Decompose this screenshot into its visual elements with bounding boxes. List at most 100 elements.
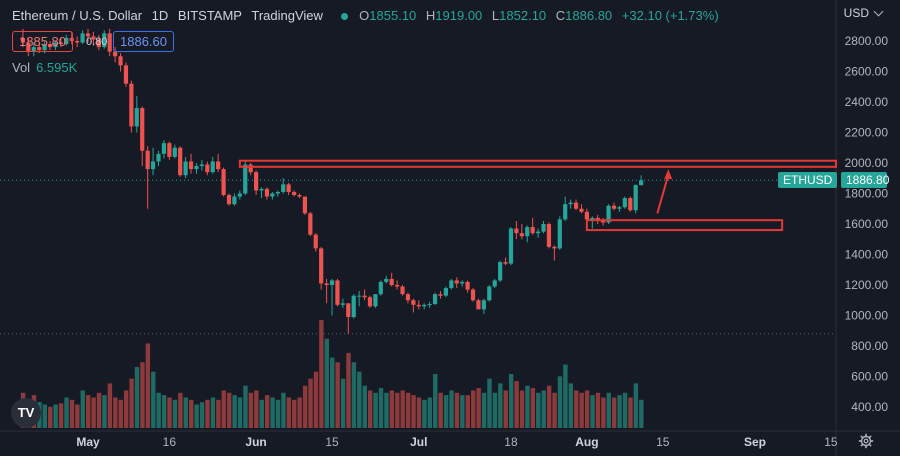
candle-body (378, 281, 383, 295)
gear-icon[interactable] (858, 433, 874, 449)
candle-body (254, 172, 259, 191)
candle-body (427, 304, 432, 306)
x-tick-label: Jul (410, 435, 427, 449)
candle-body (270, 193, 275, 197)
candle-body (449, 280, 454, 289)
currency-label: USD (843, 6, 869, 20)
candle-body (579, 208, 584, 212)
candle-body (80, 33, 85, 43)
x-tick-label: May (76, 435, 100, 449)
candle-body (264, 188, 270, 197)
volume-bar (606, 392, 611, 428)
volume-bar (405, 392, 411, 428)
volume-bar (427, 397, 433, 428)
volume-bar (422, 399, 427, 428)
volume-bar (292, 399, 297, 428)
volume-bar (546, 385, 552, 428)
candle-body (416, 304, 421, 307)
y-tick-label: 1400.00 (845, 248, 889, 262)
candle-body (503, 262, 508, 264)
candle-body (324, 283, 329, 285)
x-tick-label: 15 (325, 435, 339, 449)
volume-bar (275, 399, 281, 428)
annotation-arrow-line (656, 174, 670, 214)
volume-bar (259, 399, 264, 428)
volume-bar (389, 390, 395, 428)
volume-bar (161, 395, 167, 428)
buy-price-button[interactable]: 1886.60 (113, 31, 174, 52)
volume-bar (622, 392, 628, 428)
candle-body (530, 227, 535, 234)
volume-bar (433, 374, 438, 428)
volume-bar (584, 390, 590, 428)
chart-legend: Ethereum / U.S. Dollar 1D BITSTAMP Tradi… (12, 8, 725, 23)
volume-bar (199, 402, 205, 428)
volume-bar (514, 381, 519, 428)
y-tick-label: 1000.00 (845, 309, 889, 323)
volume-bar (243, 385, 248, 428)
candle-body (188, 161, 194, 170)
open-label: O (359, 8, 370, 23)
volume-bar (264, 395, 270, 428)
candle-body (237, 193, 242, 197)
y-tick-label: 2800.00 (845, 34, 889, 48)
volume-bar (221, 390, 226, 428)
candle-body (590, 217, 595, 220)
volume-bar (156, 392, 161, 428)
candle-body (357, 295, 362, 297)
x-tick-label: 15 (656, 435, 670, 449)
volume-bar (530, 388, 536, 428)
candle-body (611, 205, 617, 209)
tradingview-logo-icon[interactable]: TV (11, 398, 41, 428)
candle-body (172, 147, 177, 157)
candle-body (205, 164, 210, 173)
candle-body (535, 231, 541, 234)
volume-bar (151, 371, 156, 428)
candle-body (443, 288, 449, 296)
interval-label[interactable]: 1D (151, 8, 169, 23)
volume-bar (216, 399, 221, 428)
volume-bar (563, 364, 568, 428)
y-tick-label: 800.00 (851, 339, 888, 353)
candle-body (422, 304, 427, 307)
currency-selector[interactable]: USD (843, 6, 884, 20)
candle-body (64, 37, 69, 45)
volume-bar (595, 392, 601, 428)
candle-body (633, 185, 638, 211)
volume-bar (270, 397, 275, 428)
candle-body (340, 303, 345, 305)
volume-bar (113, 397, 118, 428)
x-tick-label: 18 (504, 435, 518, 449)
volume-bar (118, 399, 123, 428)
volume-bar (281, 392, 286, 428)
volume-bar (183, 397, 189, 428)
candle-body (319, 248, 324, 284)
candle-body (519, 233, 524, 237)
volume-bar (189, 399, 194, 428)
volume-bar (286, 397, 292, 428)
volume-bar (378, 388, 384, 428)
volume-bar (69, 399, 75, 428)
sell-price-button[interactable]: 1885.80 (12, 31, 73, 52)
candle-body (243, 164, 248, 194)
candle-body (514, 228, 519, 234)
candle-body (400, 286, 405, 295)
candle-body (460, 281, 465, 284)
volume-bar (232, 395, 237, 428)
volume-bar (411, 395, 416, 428)
volume-bar (335, 362, 340, 428)
candle-body (367, 297, 373, 307)
volume-bar (590, 395, 595, 428)
y-tick-label: 1200.00 (845, 278, 889, 292)
candle-body (275, 191, 280, 194)
volume-bar (568, 383, 574, 428)
volume-bar (64, 397, 69, 428)
volume-bar (601, 397, 606, 428)
symbol-name[interactable]: Ethereum / U.S. Dollar (12, 8, 143, 23)
candle-body (248, 164, 253, 173)
volume-bar (541, 390, 546, 428)
volume-bar (471, 390, 476, 428)
candle-body (384, 278, 389, 282)
volume-bar (395, 392, 400, 428)
